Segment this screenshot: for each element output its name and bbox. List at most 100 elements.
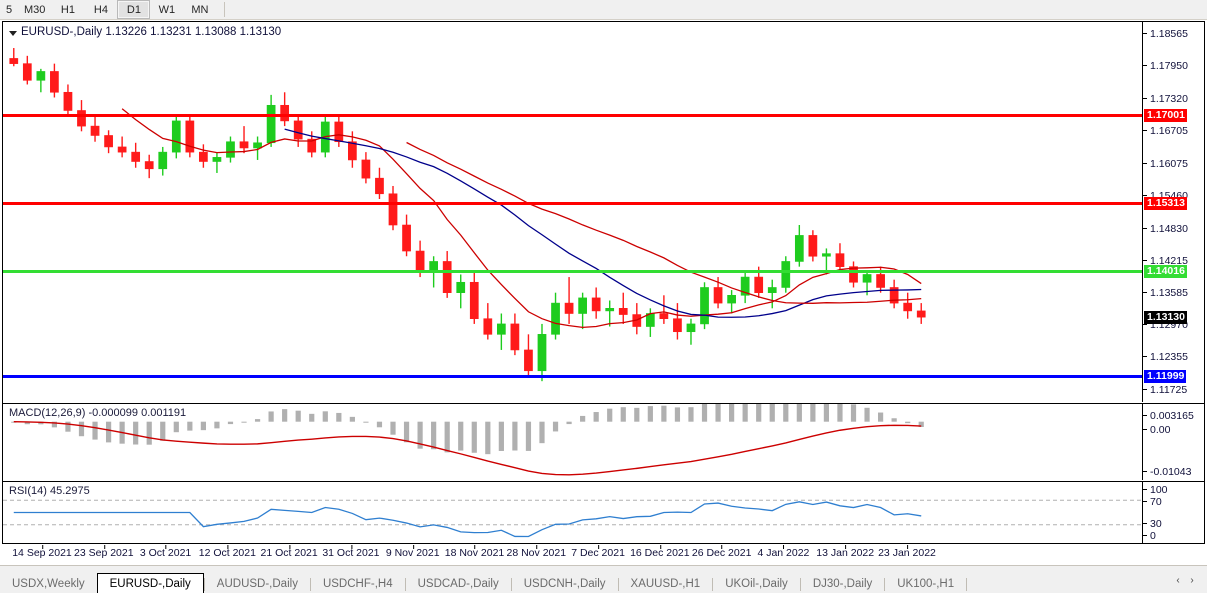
chart-area[interactable]: EURUSD-,Daily 1.13226 1.13231 1.13088 1.… xyxy=(2,21,1205,544)
candle-body xyxy=(442,261,452,293)
level-line-support[interactable] xyxy=(3,374,1142,378)
candle-body xyxy=(226,141,235,158)
macd-tick: 0.003165 xyxy=(1143,410,1194,422)
moving-average-slow xyxy=(284,128,922,318)
price-badge-resistance: 1.15313 xyxy=(1144,197,1187,210)
macd-histogram-bar xyxy=(417,421,423,449)
price-badge-current-price: 1.13130 xyxy=(1144,310,1187,324)
candle-body xyxy=(551,302,560,335)
chart-tab-ukoil-daily[interactable]: UKOil-,Daily xyxy=(713,574,800,593)
candle-body xyxy=(158,151,168,170)
candle-body xyxy=(903,302,913,312)
rsi-svg xyxy=(3,499,1142,538)
toolbar-divider xyxy=(224,2,226,17)
candle-body xyxy=(564,302,574,314)
chart-tab-xauusd-h1[interactable]: XAUUSD-,H1 xyxy=(619,574,713,593)
chart-tab-dj30-daily[interactable]: DJ30-,Daily xyxy=(801,574,884,593)
chart-tab-usdx-weekly[interactable]: USDX,Weekly xyxy=(0,574,97,593)
macd-histogram-bar xyxy=(837,404,843,422)
candle-body xyxy=(740,276,750,296)
candle-body xyxy=(483,318,493,335)
macd-histogram-bar xyxy=(810,404,816,422)
macd-plot-region[interactable]: MACD(12,26,9) -0.000099 0.001191 xyxy=(3,404,1142,480)
timeframe-button-group: 5 M30 H1 H4 D1 W1 MN xyxy=(0,0,216,19)
macd-histogram-bar xyxy=(607,408,613,422)
timeframe-button-h1[interactable]: H1 xyxy=(51,0,84,19)
symbol-ohlc-label: EURUSD-,Daily 1.13226 1.13231 1.13088 1.… xyxy=(21,26,282,38)
candle-body xyxy=(781,261,791,288)
chart-tab-strip: USDX,Weekly EURUSD-,Daily AUDUSD-,Daily USD… xyxy=(0,566,1171,593)
tab-scroll-left-icon[interactable]: ‹ xyxy=(1171,570,1185,590)
price-pane[interactable]: EURUSD-,Daily 1.13226 1.13231 1.13088 1.… xyxy=(3,22,1204,402)
level-line-support[interactable] xyxy=(3,269,1142,273)
macd-histogram-bar xyxy=(431,421,437,450)
chart-tab-eurusd-daily[interactable]: EURUSD-,Daily xyxy=(96,573,204,593)
chart-tab-bar: USDX,Weekly EURUSD-,Daily AUDUSD-,Daily USD… xyxy=(0,565,1207,593)
macd-histogram-bar xyxy=(823,404,830,422)
rsi-scale: 100 70 30 0 xyxy=(1142,482,1204,543)
date-tick: 4 Jan 2022 xyxy=(757,545,810,559)
price-tick: 1.12355 xyxy=(1143,351,1188,363)
candle-body xyxy=(727,294,736,304)
date-axis: 14 Sep 2021 23 Sep 2021 3 Oct 2021 12 Oct 2… xyxy=(2,545,1205,563)
candle-body xyxy=(469,281,479,320)
macd-histogram-bar xyxy=(891,418,897,422)
date-tick: 14 Sep 2021 xyxy=(12,545,72,559)
timeframe-button-h4[interactable]: H4 xyxy=(84,0,117,19)
macd-histogram-bar xyxy=(485,421,491,455)
timeframe-button-5[interactable]: 5 xyxy=(0,0,18,19)
tab-divider xyxy=(799,578,801,591)
rsi-tick: 30 xyxy=(1143,518,1162,530)
candle-body xyxy=(131,151,141,162)
level-line-resistance[interactable] xyxy=(3,202,1142,205)
candle-body xyxy=(348,141,357,161)
macd-tick: 0.00 xyxy=(1143,424,1170,436)
macd-histogram-bar xyxy=(715,404,721,422)
tab-divider xyxy=(966,578,968,591)
rsi-tick: 70 xyxy=(1143,496,1162,508)
candle-body xyxy=(63,91,73,111)
candle-body xyxy=(185,120,195,153)
price-tick: 1.16705 xyxy=(1143,125,1188,137)
macd-histogram-bar xyxy=(539,421,545,444)
timeframe-button-w1[interactable]: W1 xyxy=(150,0,183,19)
macd-scale: 0.003165 0.00 -0.01043 xyxy=(1142,404,1204,480)
chart-tab-audusd-daily[interactable]: AUDUSD-,Daily xyxy=(205,574,310,593)
price-tick: 1.14830 xyxy=(1143,223,1188,235)
macd-label: MACD(12,26,9) -0.000099 0.001191 xyxy=(9,407,187,419)
timeframe-button-m30[interactable]: M30 xyxy=(18,0,51,19)
timeframe-button-mn[interactable]: MN xyxy=(183,0,216,19)
macd-histogram-bar xyxy=(471,421,477,453)
date-tick: 31 Oct 2021 xyxy=(322,545,380,559)
chart-tab-usdcad-daily[interactable]: USDCAD-,Daily xyxy=(406,574,511,593)
chevron-down-icon[interactable] xyxy=(9,31,17,36)
candle-body xyxy=(77,110,86,127)
macd-histogram-bar xyxy=(647,406,653,422)
tab-scroll-right-icon[interactable]: › xyxy=(1185,570,1199,590)
macd-histogram-bar xyxy=(512,421,518,451)
candle-body xyxy=(767,287,777,293)
candle-body xyxy=(605,308,615,312)
chart-tab-uk100-h1[interactable]: UK100-,H1 xyxy=(885,574,966,593)
macd-histogram-bar xyxy=(688,407,694,422)
level-line-resistance[interactable] xyxy=(3,114,1142,118)
timeframe-button-d1[interactable]: D1 xyxy=(117,0,151,19)
chart-tab-usdcnh-daily[interactable]: USDCNH-,Daily xyxy=(512,574,618,593)
candle-body xyxy=(117,146,127,153)
rsi-pane[interactable]: RSI(14) 45.2975 100 70 30 0 xyxy=(3,481,1204,543)
price-badge-resistance: 1.17001 xyxy=(1144,109,1187,123)
macd-histogram-bar xyxy=(214,421,220,429)
macd-histogram-bar xyxy=(146,421,152,445)
date-tick: 28 Nov 2021 xyxy=(506,545,567,559)
rsi-plot-region[interactable]: RSI(14) 45.2975 xyxy=(3,482,1142,543)
macd-pane[interactable]: MACD(12,26,9) -0.000099 0.001191 0.00316… xyxy=(3,403,1204,480)
macd-histogram-bar xyxy=(227,421,234,425)
timeframe-toolbar: 5 M30 H1 H4 D1 W1 MN xyxy=(0,0,1207,20)
price-plot-region[interactable]: EURUSD-,Daily 1.13226 1.13231 1.13088 1.… xyxy=(3,22,1142,402)
chart-tab-usdchf-h4[interactable]: USDCHF-,H4 xyxy=(311,574,405,593)
macd-histogram-bar xyxy=(105,421,112,443)
candle-body xyxy=(686,323,696,333)
date-tick: 23 Sep 2021 xyxy=(74,545,134,559)
candle-body xyxy=(375,177,384,195)
price-scale[interactable]: 1.18565 1.17950 1.17320 1.16705 1.16075 1.154… xyxy=(1142,22,1204,402)
